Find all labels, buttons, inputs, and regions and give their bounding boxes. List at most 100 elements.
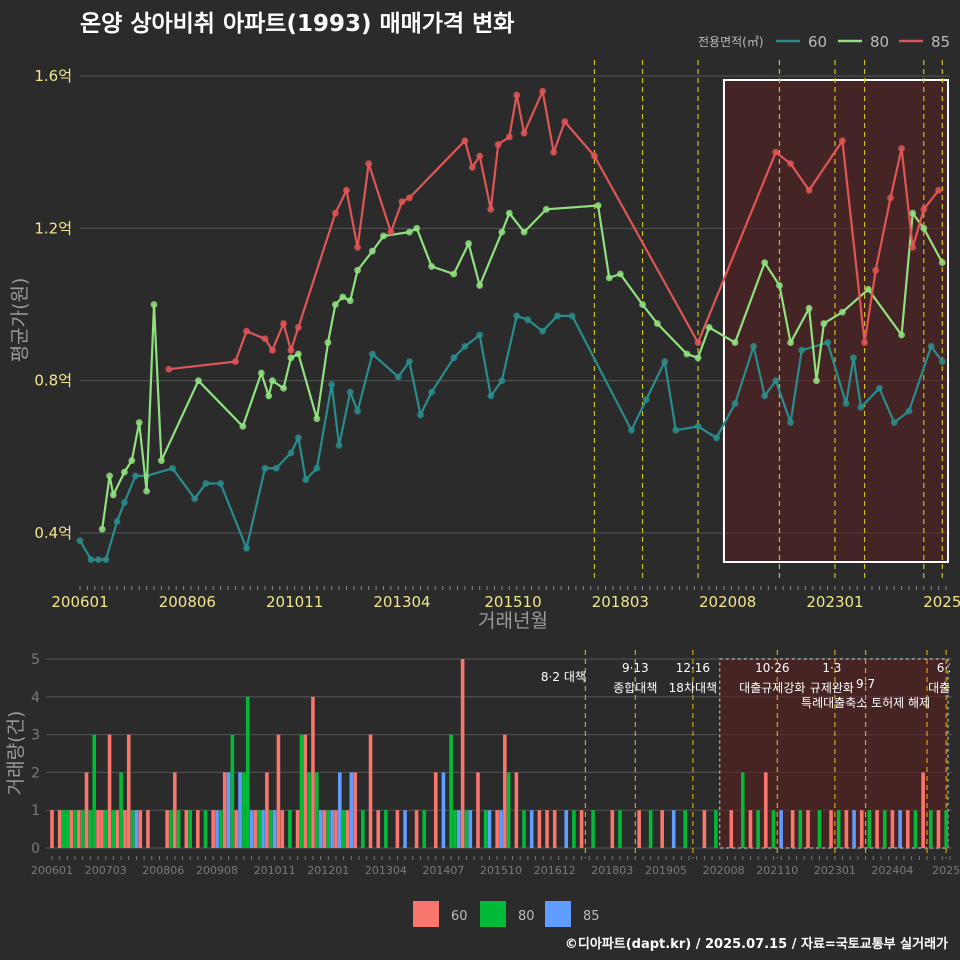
data-point-85 [261,335,269,343]
legend-label-60: 60 [808,33,827,51]
bar-60 [69,810,73,848]
data-point-80 [450,270,458,278]
policy-annotation: 규제완화 [810,681,854,695]
data-point-80 [505,209,513,217]
data-point-60 [927,342,935,350]
bar-60 [610,810,615,848]
bar-80 [756,810,760,848]
bar-y-tick-label: 4 [31,690,40,706]
data-point-85 [269,346,276,354]
data-point-60 [842,400,850,407]
data-point-80 [368,247,376,255]
data-point-85 [398,198,406,206]
bar-80 [111,810,116,848]
bar-80 [73,810,77,848]
bar-60 [322,810,327,848]
bar-60 [311,696,315,848]
y-tick-label: 0.4억 [34,524,72,542]
bar-80 [771,810,776,848]
data-point-60 [243,544,250,552]
data-point-85 [343,186,350,194]
data-point-60 [294,434,302,442]
data-point-85 [520,129,528,137]
bar-85 [671,810,676,848]
data-point-85 [861,339,868,346]
bar-80 [882,810,887,848]
bar-60 [660,810,664,848]
data-point-60 [661,358,669,366]
bar-x-tick-label: 201407 [422,864,464,877]
data-point-60 [217,480,225,487]
data-point-80 [109,491,117,499]
bar-80 [65,810,70,848]
data-point-80 [520,228,528,236]
bar-85 [272,810,277,848]
data-point-60 [498,377,506,385]
data-point-85 [476,152,484,160]
data-point-85 [331,209,339,217]
bar-60 [253,810,258,848]
bar-x-tick-label: 200806 [142,864,184,877]
bar-80 [257,810,262,848]
data-point-60 [417,411,424,419]
data-point-80 [135,419,143,426]
bar-80 [817,810,822,848]
bar-85 [898,810,902,848]
data-point-60 [169,464,176,472]
bar-60 [303,734,308,848]
data-point-60 [354,407,361,415]
bar-60 [234,810,239,848]
bar-60 [395,810,400,848]
bar-legend-swatch-60 [413,901,439,927]
bar-60 [905,810,910,848]
bar-80 [867,810,872,848]
data-point-85 [165,365,173,373]
data-point-85 [550,148,558,156]
bar-legend-label-85: 85 [583,909,600,924]
bar-80 [219,810,223,848]
data-point-80 [121,468,128,476]
data-point-80 [158,457,165,465]
data-point-60 [513,312,521,320]
bar-80 [341,810,346,848]
data-point-60 [261,464,269,472]
data-point-85 [280,320,287,327]
bar-80 [591,810,595,848]
data-point-60 [121,499,128,506]
data-point-85 [287,346,295,354]
bar-80 [453,810,457,848]
bar-60 [173,772,177,848]
bar-80 [299,734,304,848]
data-point-60 [787,419,794,426]
policy-annotation: 9·13 [622,661,649,675]
bar-60 [829,810,833,848]
data-point-60 [761,392,769,400]
bar-60 [545,810,549,848]
data-point-80 [594,202,602,209]
bar-x-tick-label: 201011 [254,864,296,877]
data-point-80 [339,293,347,301]
bar-x-tick-label: 202404 [871,864,913,877]
data-point-85 [294,323,302,331]
data-point-60 [628,426,635,434]
data-point-80 [920,224,928,232]
data-point-60 [731,400,739,407]
y-tick-label: 1.2억 [34,219,72,237]
bar-85 [338,772,342,848]
bar-80 [384,810,388,848]
bar-80 [268,810,273,848]
data-point-60 [328,381,336,388]
y-axis-title: 평균가(원) [9,278,31,363]
data-point-60 [798,346,806,354]
bar-85 [468,810,473,848]
policy-annotation: 10·26 [755,661,789,675]
bar-80 [103,810,108,848]
bar-60 [476,772,480,848]
bar-80 [92,734,97,848]
credit-text: ©디아파트(dapt.kr) / 2025.07.15 / 자료=국토교통부 실… [564,937,948,952]
data-point-60 [672,426,680,434]
data-point-80 [128,457,136,465]
data-point-80 [898,331,905,339]
data-point-85 [539,87,547,95]
bar-60 [763,772,768,848]
